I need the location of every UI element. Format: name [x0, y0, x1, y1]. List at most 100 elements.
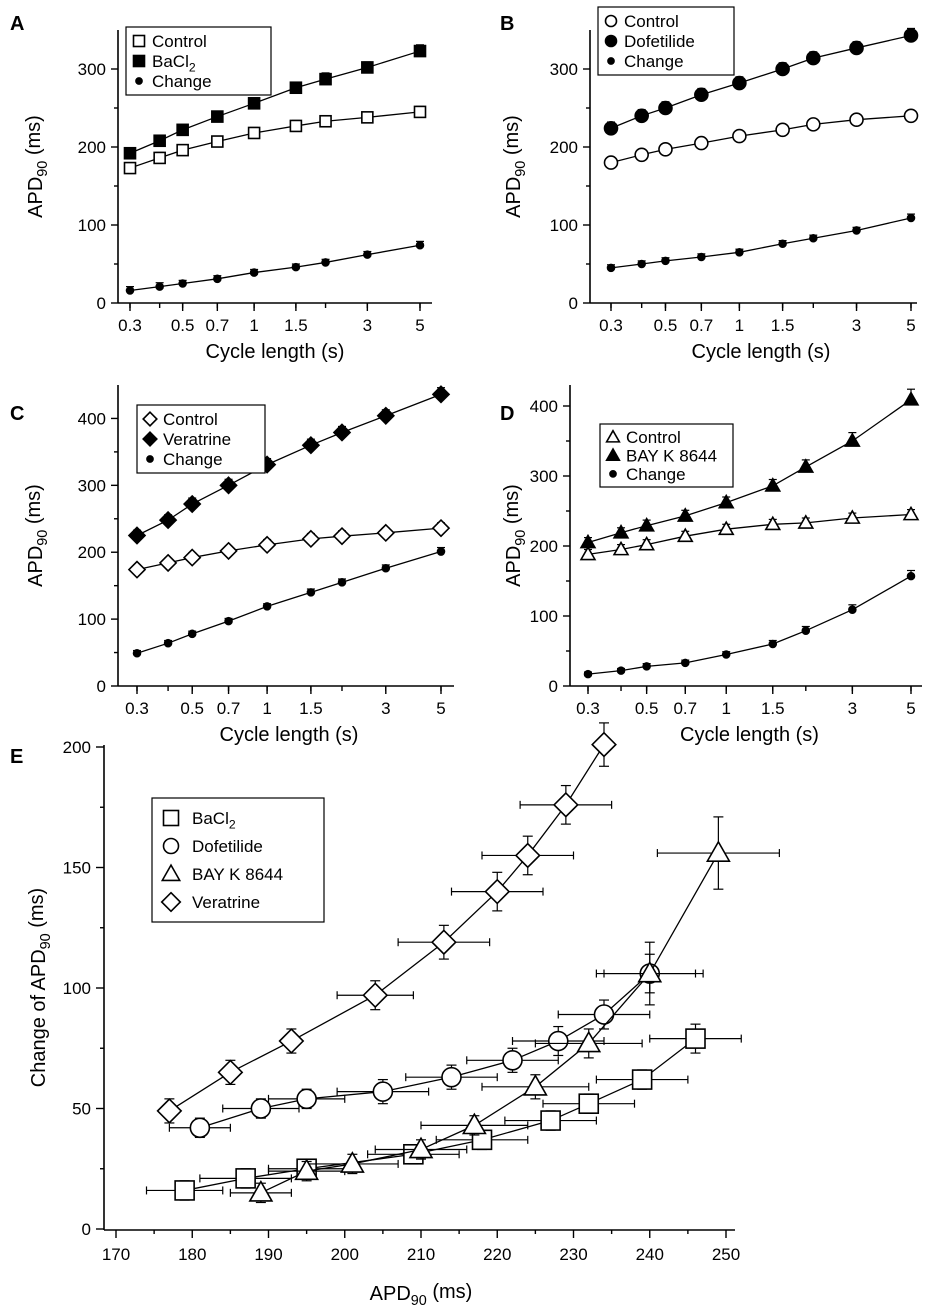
data-point: [160, 512, 176, 528]
data-point: [635, 148, 648, 161]
data-point: [378, 408, 394, 424]
y-tick-label: 0: [569, 294, 578, 313]
data-point: [290, 120, 301, 131]
data-point: [584, 670, 592, 678]
data-point: [177, 124, 188, 135]
y-tick-label: 0: [97, 294, 106, 313]
data-point: [292, 263, 300, 271]
data-point: [188, 630, 196, 638]
data-point: [662, 257, 670, 265]
x-tick-label: 1: [721, 699, 730, 718]
data-point: [154, 152, 165, 163]
legend-marker-control: [606, 16, 617, 27]
legend-marker-change: [608, 58, 615, 65]
x-tick-label: 5: [415, 316, 424, 335]
y-tick-label: 100: [78, 216, 106, 235]
x-tick-label: 5: [436, 699, 445, 718]
panel-letter: C: [10, 403, 24, 425]
data-point: [236, 1169, 255, 1188]
series-line: [588, 576, 911, 674]
x-tick-label: 5: [906, 316, 915, 335]
legend-label-change: Change: [163, 450, 223, 469]
data-point: [643, 663, 651, 671]
data-point: [373, 1082, 392, 1101]
data-point: [579, 1094, 598, 1113]
panel-c: C01002003004000.3 0.5 0.7 1 1.5 3 5Cycle lengt…: [10, 385, 454, 746]
series-change: [133, 548, 445, 657]
data-point: [190, 1118, 209, 1137]
data-point: [635, 109, 648, 122]
legend-label-veratrine: Veratrine: [163, 430, 231, 449]
x-axis-label: Cycle length (s): [680, 724, 819, 746]
legend-label-change: Change: [152, 72, 212, 91]
data-point: [415, 106, 426, 117]
legend: ControlDofetilideChange: [598, 7, 734, 75]
x-tick-label: 1.5: [284, 316, 308, 335]
x-tick-label: 1: [262, 699, 271, 718]
y-tick-label: 200: [78, 138, 106, 157]
x-tick-label: 0.3: [576, 699, 600, 718]
data-point: [659, 143, 672, 156]
data-point: [179, 280, 187, 288]
data-point: [320, 74, 331, 85]
data-point: [722, 651, 730, 659]
data-point: [437, 548, 445, 556]
panel-b: B 0 100 200 300 0.3 0.5 0.7 1 1.5 3 5 Cycle length (…: [500, 7, 918, 363]
data-point: [219, 1061, 243, 1085]
data-point: [541, 1111, 560, 1130]
data-point: [698, 253, 706, 261]
data-point: [707, 842, 729, 861]
data-point: [251, 1099, 270, 1118]
y-tick-label: 100: [78, 610, 106, 629]
x-tick-label: 0.7: [217, 699, 241, 718]
x-tick-label: 0.7: [673, 699, 697, 718]
legend-marker-change: [147, 456, 154, 463]
x-tick-label: 3: [363, 316, 372, 335]
x-tick-label: 200: [331, 1245, 359, 1264]
data-point: [362, 112, 373, 123]
x-tick-label: 0.5: [171, 316, 195, 335]
y-tick-label: 0: [549, 677, 558, 696]
data-point: [607, 264, 615, 272]
data-point: [362, 62, 373, 73]
data-point: [322, 259, 330, 267]
panel-letter: B: [500, 13, 514, 35]
y-tick-label: 150: [63, 859, 91, 878]
data-point: [382, 564, 390, 572]
y-axis-label: APD90 (ms): [23, 484, 51, 587]
data-point: [249, 127, 260, 138]
x-tick-label: 1.5: [299, 699, 323, 718]
legend-marker-dofetilide: [606, 36, 617, 47]
y-axis-label: APD90 (ms): [501, 115, 529, 218]
data-point: [129, 562, 145, 578]
data-point: [719, 496, 733, 508]
legend-label-bay-k-8644: BAY K 8644: [192, 865, 283, 884]
y-tick-label: 0: [97, 677, 106, 696]
y-axis-label: APD90 (ms): [501, 484, 529, 587]
data-point: [779, 240, 787, 248]
x-tick-label: 0.7: [690, 316, 714, 335]
data-point: [617, 667, 625, 675]
x-tick-label: 1: [735, 316, 744, 335]
legend-marker-dofetilide: [164, 839, 179, 854]
x-tick-label: 0.5: [654, 316, 678, 335]
legend-label-change: Change: [626, 465, 686, 484]
data-point: [776, 63, 789, 76]
legend-label-control: Control: [624, 12, 679, 31]
data-point: [850, 41, 863, 54]
series-change: [126, 241, 424, 294]
y-tick-label: 400: [78, 409, 106, 428]
x-tick-label: 1.5: [761, 699, 785, 718]
x-tick-label: 250: [712, 1245, 740, 1264]
data-point: [338, 579, 346, 587]
data-point: [733, 77, 746, 90]
y-axis-label: APD90 (ms): [23, 115, 51, 218]
y-tick-label: 200: [550, 138, 578, 157]
series-line: [137, 552, 441, 654]
x-axis-label: Cycle length (s): [206, 341, 345, 363]
x-tick-label: 0.3: [118, 316, 142, 335]
data-point: [904, 393, 918, 405]
data-point: [733, 130, 746, 143]
legend-marker-bacl2: [164, 811, 179, 826]
